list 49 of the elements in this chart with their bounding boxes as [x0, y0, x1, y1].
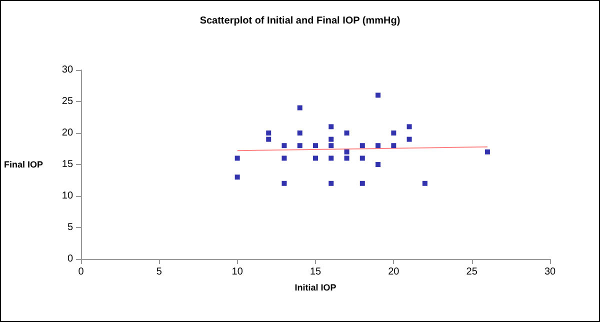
x-tick-label: 10	[232, 266, 244, 278]
point	[266, 130, 272, 136]
x-tick-label: 0	[78, 266, 84, 278]
point	[376, 92, 381, 98]
point	[406, 124, 412, 130]
y-tick-label: 30	[62, 64, 74, 76]
x-tick-label: 15	[310, 266, 322, 278]
x-tick-label: 20	[388, 266, 400, 278]
point	[360, 143, 365, 148]
point	[391, 143, 396, 148]
point	[313, 156, 318, 161]
point	[297, 130, 302, 136]
point	[313, 143, 318, 148]
chart-title: Scatterplot of Initial and Final IOP (mmHg)	[200, 16, 400, 26]
y-tick-label: 15	[62, 159, 74, 170]
point	[266, 136, 272, 142]
point	[376, 143, 381, 148]
point	[344, 149, 350, 154]
y-axis-title: Final IOP	[4, 160, 44, 170]
x-tick-label: 5	[156, 266, 162, 278]
y-tick-label: 5	[67, 222, 74, 233]
point	[282, 143, 287, 148]
point	[328, 143, 334, 148]
point	[422, 180, 428, 186]
x-axis-title: Initial IOP	[294, 282, 336, 292]
point	[484, 149, 490, 154]
point	[391, 130, 396, 136]
y-tick-label: 25	[62, 96, 74, 107]
point	[376, 162, 381, 167]
point	[344, 156, 350, 161]
point	[406, 136, 412, 142]
point	[282, 156, 287, 161]
y-tick-label: 20	[62, 128, 74, 138]
x-tick-label: 25	[466, 266, 478, 278]
point	[328, 180, 334, 186]
point	[328, 124, 334, 130]
point	[234, 174, 240, 180]
point	[234, 156, 240, 161]
y-tick-label: 0	[67, 254, 74, 264]
point	[360, 156, 365, 161]
x-tick-label: 30	[544, 266, 556, 278]
point	[328, 156, 334, 161]
y-tick-label: 10	[62, 190, 74, 202]
point	[328, 136, 334, 142]
point	[282, 180, 287, 186]
point	[344, 130, 350, 136]
point	[297, 143, 302, 148]
point	[297, 105, 302, 110]
point	[360, 180, 365, 186]
